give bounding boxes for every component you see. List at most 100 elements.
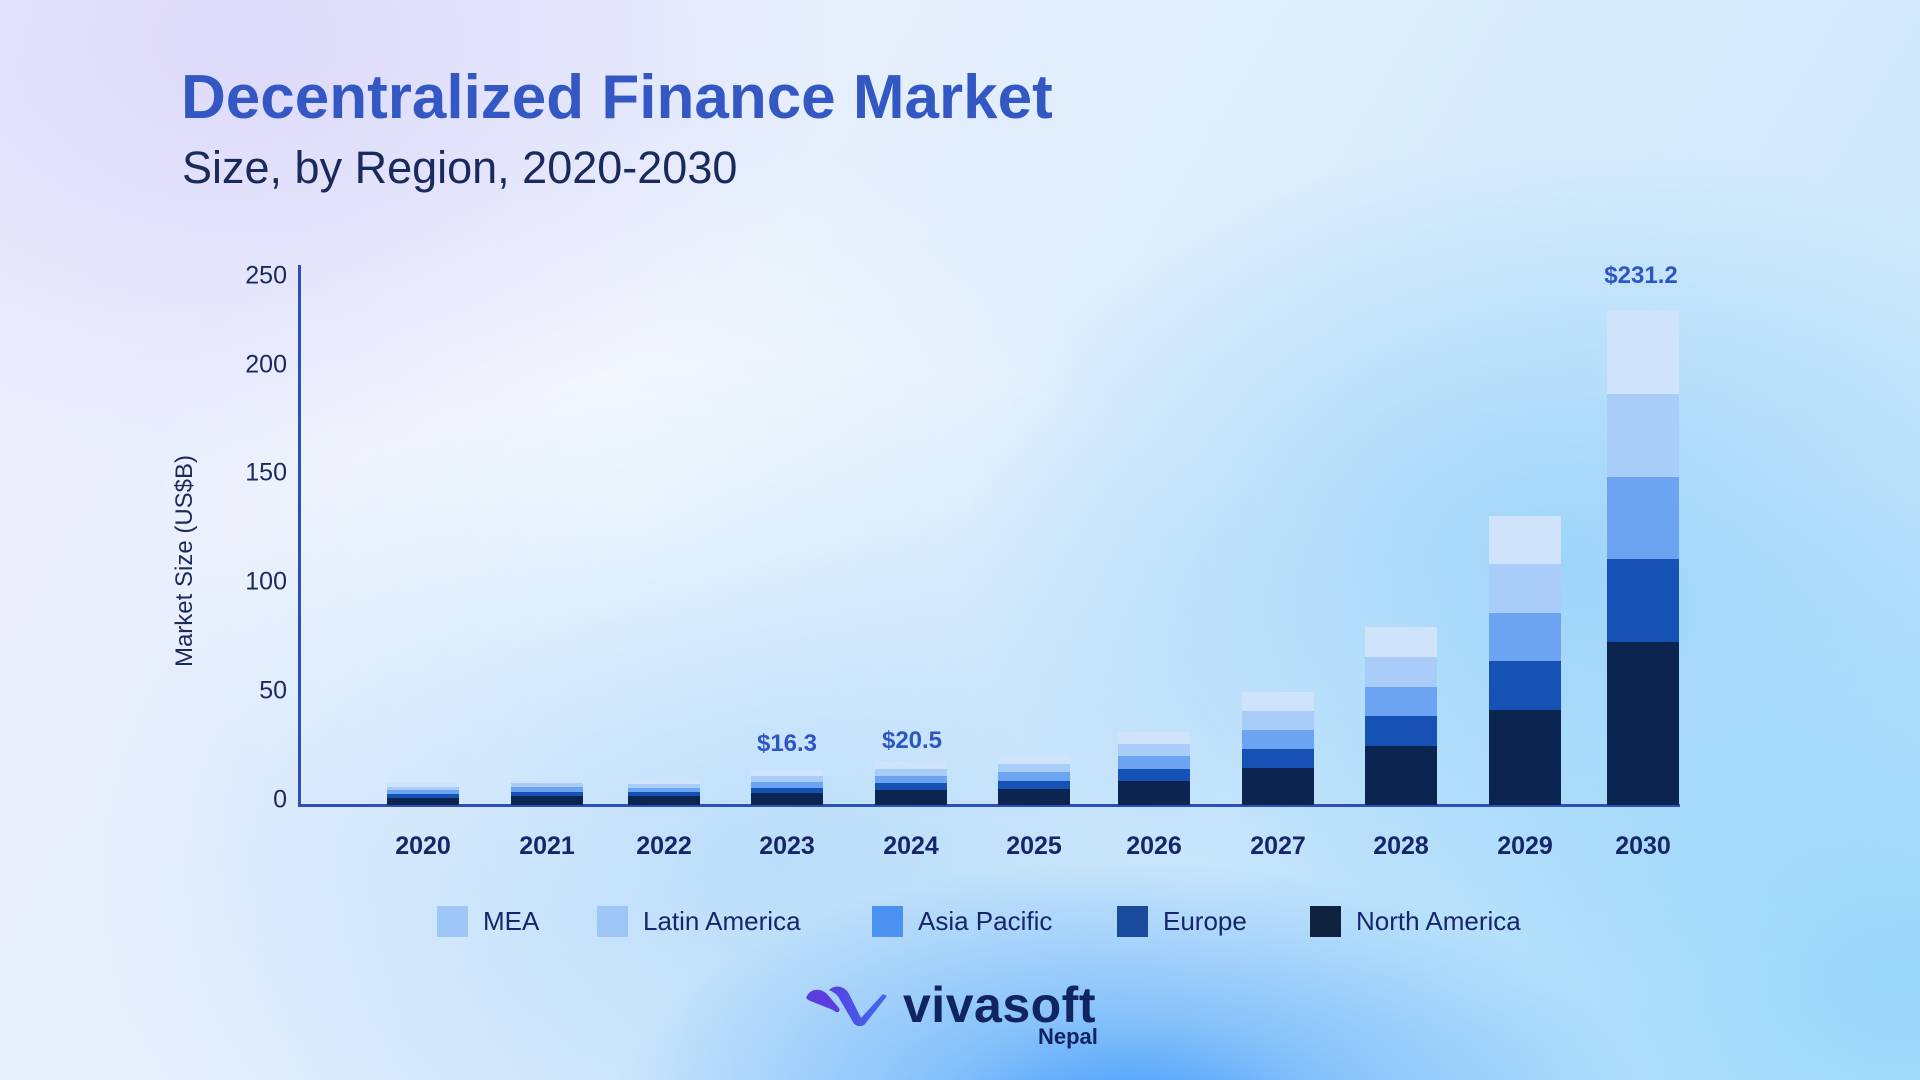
- bar-2021[interactable]: [511, 778, 583, 805]
- bar-segment-europe[interactable]: [751, 787, 823, 794]
- bar-segment-asia-pacific[interactable]: [1242, 729, 1314, 749]
- bar-segment-north-america[interactable]: [751, 793, 823, 805]
- y-axis-label: Market Size (US$B): [171, 454, 198, 668]
- bar-segment-mea[interactable]: [875, 761, 947, 769]
- bar-segment-north-america[interactable]: [1242, 767, 1314, 805]
- bar-segment-europe[interactable]: [1365, 716, 1437, 747]
- bar-segment-europe[interactable]: [875, 783, 947, 791]
- bar-2029[interactable]: [1489, 516, 1561, 805]
- bar-segment-asia-pacific[interactable]: [628, 787, 700, 793]
- bar-segment-europe[interactable]: [1242, 748, 1314, 768]
- vivasoft-logo-icon: [806, 986, 887, 1026]
- x-tick-label: 2027: [1250, 832, 1306, 860]
- bar-segment-europe[interactable]: [511, 791, 583, 796]
- logo-subtext: Nepal: [1038, 1024, 1098, 1049]
- bar-segment-asia-pacific[interactable]: [1489, 612, 1561, 662]
- legend-swatch: [1310, 905, 1341, 937]
- bar-segment-latin-america[interactable]: [1607, 393, 1679, 478]
- x-tick-label: 2029: [1497, 832, 1553, 860]
- bar-segment-latin-america[interactable]: [387, 786, 459, 791]
- bar-segment-north-america[interactable]: [628, 796, 700, 805]
- legend-item-north-america[interactable]: North America: [1310, 905, 1521, 937]
- bar-segment-europe[interactable]: [387, 794, 459, 798]
- bar-2022[interactable]: [628, 779, 700, 805]
- y-tick-label: 0: [273, 785, 287, 814]
- bar-2020[interactable]: [387, 783, 459, 805]
- bar-segment-latin-america[interactable]: [511, 782, 583, 788]
- bar-segment-europe[interactable]: [1489, 661, 1561, 710]
- vivasoft-logo: vivasoft Nepal: [803, 977, 1123, 1050]
- bar-segment-europe[interactable]: [998, 780, 1070, 789]
- y-tick-label: 250: [245, 261, 287, 290]
- bar-segment-north-america[interactable]: [1607, 642, 1679, 805]
- bar-2025[interactable]: [998, 756, 1070, 805]
- legend-item-europe[interactable]: Europe: [1117, 905, 1247, 937]
- bar-2028[interactable]: [1365, 627, 1437, 805]
- bar-segment-mea[interactable]: [751, 770, 823, 777]
- legend-item-asia-pacific[interactable]: Asia Pacific: [872, 905, 1052, 937]
- bar-segment-north-america[interactable]: [1365, 746, 1437, 805]
- bar-segment-mea[interactable]: [1118, 731, 1190, 745]
- bar-2027[interactable]: [1242, 691, 1314, 805]
- legend-item-mea[interactable]: MEA: [437, 905, 539, 937]
- bar-segment-asia-pacific[interactable]: [998, 772, 1070, 781]
- bar-segment-mea[interactable]: [1365, 627, 1437, 657]
- bar-segment-north-america[interactable]: [998, 788, 1070, 805]
- legend-label: North America: [1356, 905, 1521, 936]
- value-label-2030: $231.2: [1604, 262, 1678, 289]
- bar-segment-mea[interactable]: [387, 783, 459, 787]
- bar-segment-latin-america[interactable]: [1242, 711, 1314, 730]
- bar-segment-asia-pacific[interactable]: [1118, 756, 1190, 769]
- chart-title: Decentralized Finance Market: [181, 63, 1053, 132]
- bar-segment-asia-pacific[interactable]: [387, 790, 459, 795]
- bar-segment-mea[interactable]: [1242, 691, 1314, 712]
- bar-2026[interactable]: [1118, 731, 1190, 805]
- legend-swatch: [872, 905, 903, 937]
- legend-item-latin-america[interactable]: Latin America: [597, 905, 801, 937]
- bar-segment-asia-pacific[interactable]: [1365, 686, 1437, 717]
- bar-segment-latin-america[interactable]: [1118, 744, 1190, 757]
- bar-2024[interactable]: [875, 761, 947, 805]
- chart-subtitle: Size, by Region, 2020-2030: [182, 142, 738, 193]
- x-tick-label: 2022: [636, 832, 692, 860]
- bar-segment-north-america[interactable]: [1118, 780, 1190, 805]
- bar-segment-europe[interactable]: [1607, 559, 1679, 643]
- y-tick-label: 150: [245, 458, 287, 487]
- bar-segment-asia-pacific[interactable]: [875, 775, 947, 784]
- x-tick-label: 2024: [883, 832, 939, 860]
- bar-segment-latin-america[interactable]: [1365, 656, 1437, 687]
- bar-segment-mea[interactable]: [998, 756, 1070, 765]
- bar-segment-latin-america[interactable]: [998, 764, 1070, 773]
- y-tick-label: 100: [245, 567, 287, 596]
- bar-segment-europe[interactable]: [628, 792, 700, 797]
- bar-segment-north-america[interactable]: [511, 796, 583, 805]
- bar-segment-asia-pacific[interactable]: [751, 781, 823, 788]
- bar-segment-north-america[interactable]: [387, 797, 459, 805]
- bar-segment-latin-america[interactable]: [751, 776, 823, 782]
- x-tick-label: 2025: [1006, 832, 1062, 860]
- x-tick-label: 2021: [519, 832, 575, 860]
- bar-segment-latin-america[interactable]: [1489, 564, 1561, 613]
- bar-segment-mea[interactable]: [1489, 516, 1561, 565]
- bar-segment-mea[interactable]: [628, 779, 700, 784]
- y-tick-label: 50: [259, 676, 287, 705]
- bar-segment-asia-pacific[interactable]: [1607, 477, 1679, 560]
- bar-segment-mea[interactable]: [511, 778, 583, 783]
- x-tick-label: 2020: [395, 832, 451, 860]
- value-label-2023: $16.3: [756, 730, 818, 757]
- y-axis-line: [298, 265, 301, 806]
- bar-segment-north-america[interactable]: [875, 790, 947, 805]
- bar-segment-north-america[interactable]: [1489, 709, 1561, 805]
- bar-segment-mea[interactable]: [1607, 310, 1679, 394]
- legend-swatch: [597, 905, 628, 937]
- bar-segment-europe[interactable]: [1118, 768, 1190, 781]
- x-tick-label: 2026: [1126, 832, 1182, 860]
- y-tick-label: 200: [245, 350, 287, 379]
- x-tick-label: 2028: [1373, 832, 1429, 860]
- bar-2023[interactable]: [751, 770, 823, 805]
- bar-segment-latin-america[interactable]: [628, 783, 700, 788]
- bar-segment-latin-america[interactable]: [875, 768, 947, 776]
- bar-segment-asia-pacific[interactable]: [511, 787, 583, 792]
- legend-label: Europe: [1163, 905, 1247, 936]
- bar-2030[interactable]: [1607, 310, 1679, 805]
